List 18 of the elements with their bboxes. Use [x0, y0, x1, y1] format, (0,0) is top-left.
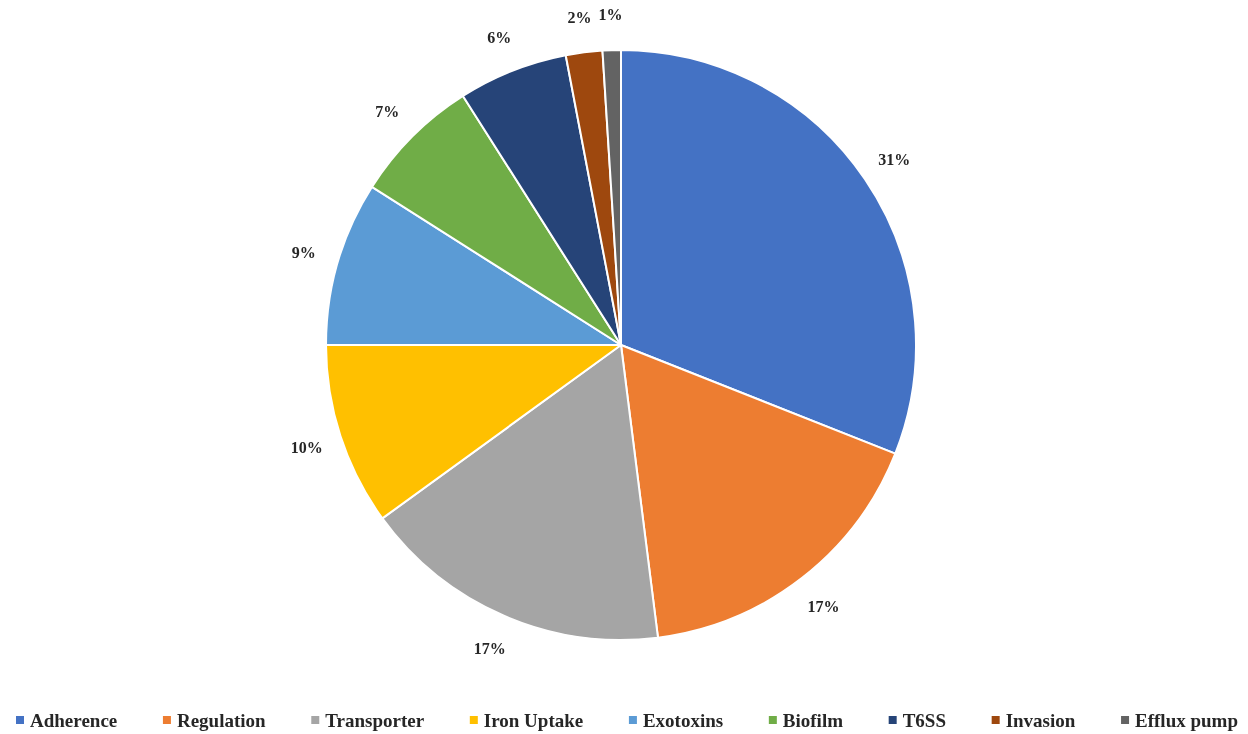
legend-label: T6SS [902, 709, 946, 731]
legend-label: Efflux pump [1135, 709, 1238, 731]
data-label: 1% [598, 6, 623, 24]
legend-label: Adherence [30, 709, 118, 731]
data-label: 10% [290, 438, 323, 456]
legend-label: Iron Uptake [483, 709, 584, 731]
legend-label: Biofilm [782, 709, 844, 731]
legend-label: Invasion [1005, 709, 1076, 731]
data-label: 17% [807, 597, 840, 615]
legend-label: Regulation [176, 709, 267, 731]
data-label: 7% [375, 102, 400, 120]
data-label: 31% [878, 150, 911, 168]
data-label: 6% [487, 29, 512, 47]
data-label: 2% [567, 8, 592, 26]
legend-label: Exotoxins [642, 709, 724, 731]
legend-label: Transporter [325, 709, 425, 731]
data-label: 9% [291, 244, 316, 262]
data-label: 17% [473, 639, 506, 657]
